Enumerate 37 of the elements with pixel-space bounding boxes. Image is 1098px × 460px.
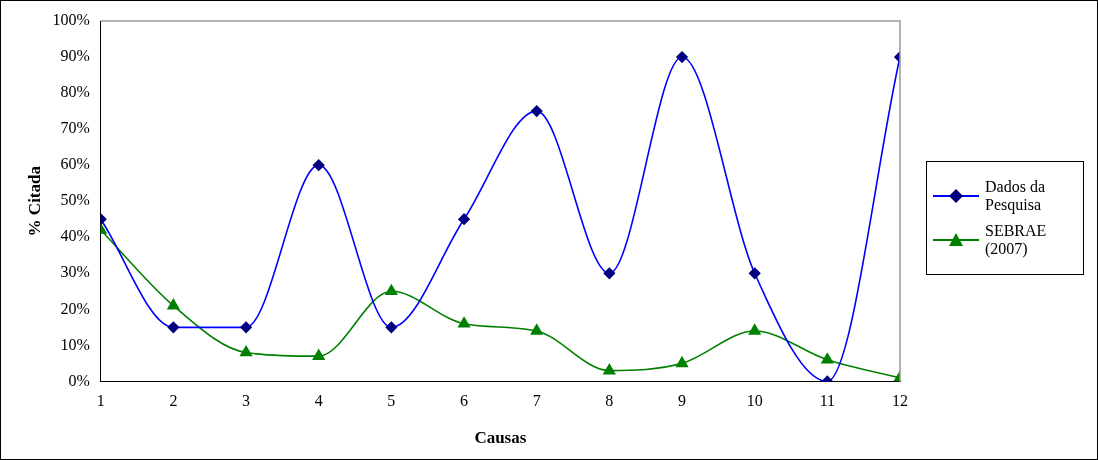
y-tick-label: 90% xyxy=(60,47,90,65)
y-tick-label: 70% xyxy=(60,119,90,137)
y-tick-label: 30% xyxy=(60,263,90,281)
x-tick-label: 8 xyxy=(605,392,614,410)
point xyxy=(312,349,325,360)
legend-label: Dados da Pesquisa xyxy=(985,178,1046,214)
x-tick-label: 5 xyxy=(387,392,396,410)
x-tick-label: 1 xyxy=(96,392,105,410)
x-tick-label: 7 xyxy=(532,392,541,410)
x-tick-label: 4 xyxy=(314,392,323,410)
y-tick-label: 0% xyxy=(68,371,90,389)
y-tick-label: 80% xyxy=(60,83,90,101)
point xyxy=(530,324,543,335)
x-tick-label: 12 xyxy=(892,392,908,410)
y-tick-label: 50% xyxy=(60,191,90,209)
point xyxy=(385,284,398,296)
x-tick-label: 11 xyxy=(819,392,836,410)
point xyxy=(676,356,689,368)
x-tick-label: 2 xyxy=(169,392,178,410)
y-tick-label: 20% xyxy=(60,299,90,317)
y-axis-title: % Citada xyxy=(24,165,44,237)
y-tick-label: 60% xyxy=(60,155,90,173)
point xyxy=(821,352,834,364)
point xyxy=(240,345,253,357)
x-tick-label: 3 xyxy=(242,392,251,410)
point xyxy=(748,324,761,335)
point xyxy=(458,316,471,328)
x-tick-label: 9 xyxy=(678,392,687,410)
point xyxy=(603,363,616,375)
x-tick-label: 10 xyxy=(746,392,763,410)
x-tick-label: 6 xyxy=(460,392,469,410)
x-axis-title: Causas xyxy=(474,428,527,448)
y-tick-label: 10% xyxy=(60,335,90,353)
y-tick-label: 40% xyxy=(60,227,90,245)
legend-label: SEBRAE (2007) xyxy=(985,222,1048,258)
y-tick-label: 100% xyxy=(52,11,90,29)
point xyxy=(167,298,180,310)
